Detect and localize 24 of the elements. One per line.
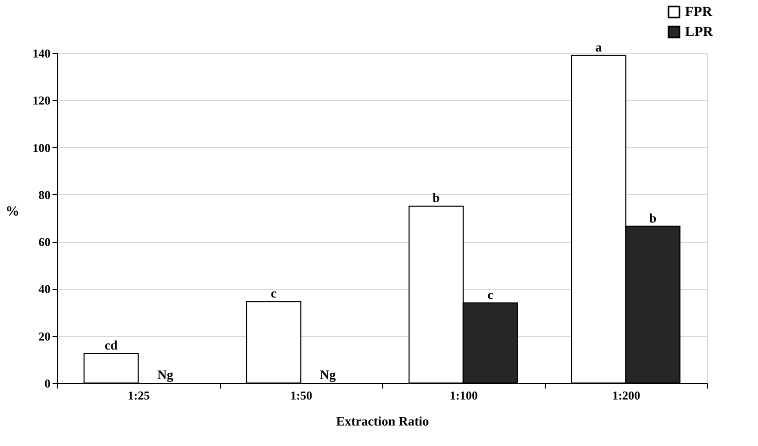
data-label: cd bbox=[104, 338, 118, 353]
text: Ng bbox=[320, 367, 336, 382]
y-tick-label: 0 bbox=[44, 376, 50, 390]
y-tick-label: 140 bbox=[32, 46, 50, 60]
data-label: a bbox=[595, 39, 602, 54]
x-tick-label: 1:200 bbox=[612, 388, 640, 402]
data-label: c bbox=[487, 286, 494, 302]
y-tick-label: 60 bbox=[38, 235, 50, 250]
data-label: b bbox=[432, 190, 440, 206]
y-tick-label: 80 bbox=[38, 188, 50, 202]
text: Ng bbox=[157, 367, 174, 382]
data-label: c bbox=[270, 286, 277, 301]
legend-label: FPR bbox=[685, 5, 714, 20]
y-tick-label: 100 bbox=[32, 140, 50, 155]
legend-label: LPR bbox=[685, 25, 714, 40]
y-axis-title: % bbox=[6, 204, 20, 220]
y-tick-label: 20 bbox=[38, 329, 50, 344]
data-label: b bbox=[649, 210, 656, 226]
x-axis-title: Extraction Ratio bbox=[336, 414, 429, 428]
x-tick-label: 1:50 bbox=[290, 388, 312, 402]
y-tick-label: 120 bbox=[32, 94, 50, 108]
x-tick-label: 1:100 bbox=[450, 388, 478, 402]
y-tick-label: 40 bbox=[38, 282, 50, 296]
x-tick-label: 1:25 bbox=[128, 388, 150, 402]
